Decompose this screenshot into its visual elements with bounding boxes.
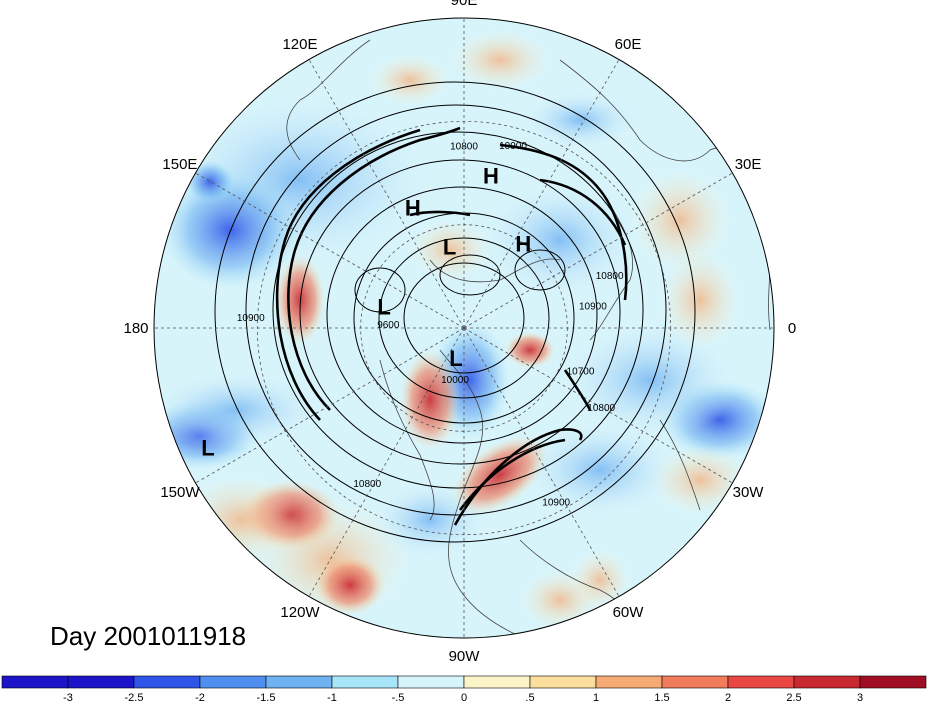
- contour-label: 10800: [596, 271, 624, 282]
- contour-label: 10900: [579, 301, 607, 312]
- jet-core-contours: [275, 126, 628, 526]
- colorbar-tick-label: 3: [857, 692, 863, 702]
- colorbar-tick-label: -1: [327, 692, 337, 702]
- colorbar: -3 -2.5 -2 -1.5 -1 -.5 0 .5 1 1.5 2 2.5 3: [1, 675, 927, 702]
- high-pressure-label: H: [515, 231, 531, 256]
- contour-label: 10700: [567, 366, 595, 377]
- meridian-line: [463, 59, 620, 329]
- colorbar-swatch: [463, 675, 531, 689]
- longitude-label: 150W: [160, 484, 200, 501]
- colorbar-tick-label: 1: [593, 692, 599, 702]
- longitude-label: 90W: [449, 648, 481, 665]
- colorbar-tick-label: -.5: [392, 692, 405, 702]
- graticule: [154, 18, 774, 638]
- colorbar-swatch: [859, 675, 927, 689]
- contour-value-labels: 10800 10900 10900 10800 10900 10700 10800 10900…: [237, 141, 624, 508]
- longitude-label: 60W: [613, 604, 645, 621]
- low-pressure-label: L: [201, 435, 214, 460]
- contour-label: 10800: [587, 403, 615, 414]
- colorbar-swatch: [133, 675, 201, 689]
- parallel-circle: [360, 224, 568, 432]
- colorbar-tick-label: 2.5: [786, 692, 801, 702]
- colorbar-tick-label: 2: [725, 692, 731, 702]
- colorbar-swatch: [1, 675, 69, 689]
- colorbar-swatch: [331, 675, 399, 689]
- contour-label: 10800: [353, 479, 381, 490]
- contour-label: 10900: [499, 141, 527, 152]
- longitude-label: 120W: [280, 604, 320, 621]
- colorbar-swatch: [793, 675, 861, 689]
- colorbar-swatch: [397, 675, 465, 689]
- high-pressure-label: H: [483, 163, 499, 188]
- longitude-label: 120E: [282, 36, 317, 53]
- contour-label: 10900: [237, 313, 265, 324]
- coastlines: [286, 39, 772, 638]
- contour-label: 10900: [542, 497, 570, 508]
- colorbar-tick-label: -3: [63, 692, 73, 702]
- longitude-label: 60E: [615, 36, 642, 53]
- colorbar-tick-label: -1.5: [257, 692, 276, 702]
- meridian-line: [308, 327, 465, 597]
- colorbar-tick-label: 0: [461, 692, 467, 702]
- longitude-label: 30W: [733, 484, 765, 501]
- meridian-line: [195, 327, 465, 484]
- colorbar-tick-label: -2: [195, 692, 205, 702]
- colorbar-swatch: [199, 675, 267, 689]
- colorbar-swatch: [595, 675, 663, 689]
- map-disc: [154, 18, 774, 638]
- longitude-label: 0: [788, 320, 796, 337]
- map-border: [153, 17, 775, 639]
- low-pressure-label: L: [443, 235, 456, 260]
- meridian-line: [308, 59, 465, 329]
- colorbar-tick-label: .5: [525, 692, 534, 702]
- meridian-line: [463, 172, 733, 329]
- longitude-label: 30E: [735, 156, 762, 173]
- low-pressure-label: L: [449, 346, 462, 371]
- colorbar-tick-label: -2.5: [125, 692, 144, 702]
- colorbar-swatch: [529, 675, 597, 689]
- colorbar-swatch: [661, 675, 729, 689]
- longitude-label: 150E: [162, 156, 197, 173]
- contour-label: 10000: [441, 375, 469, 386]
- low-pressure-label: L: [377, 295, 390, 320]
- longitude-labels: 90E 60E 30E 0 30W 60W 90W 120W 150W 180 150E 120E: [123, 0, 796, 665]
- contour-label: 9600: [377, 320, 400, 331]
- date-caption: Day 2001011918: [50, 621, 246, 651]
- height-contours: [214, 81, 696, 543]
- meridian-line: [463, 327, 620, 597]
- colorbar-swatch: [67, 675, 135, 689]
- parallel-circle: [256, 120, 672, 536]
- colorbar-swatch: [727, 675, 795, 689]
- colorbar-tick-label: 1.5: [654, 692, 669, 702]
- meridian-line: [195, 172, 465, 329]
- longitude-label: 180: [123, 320, 148, 337]
- colorbar-swatch: [265, 675, 333, 689]
- longitude-label: 90E: [451, 0, 478, 9]
- contour-label: 10800: [450, 141, 478, 152]
- meridian-line: [463, 327, 733, 484]
- high-pressure-label: H: [405, 196, 421, 221]
